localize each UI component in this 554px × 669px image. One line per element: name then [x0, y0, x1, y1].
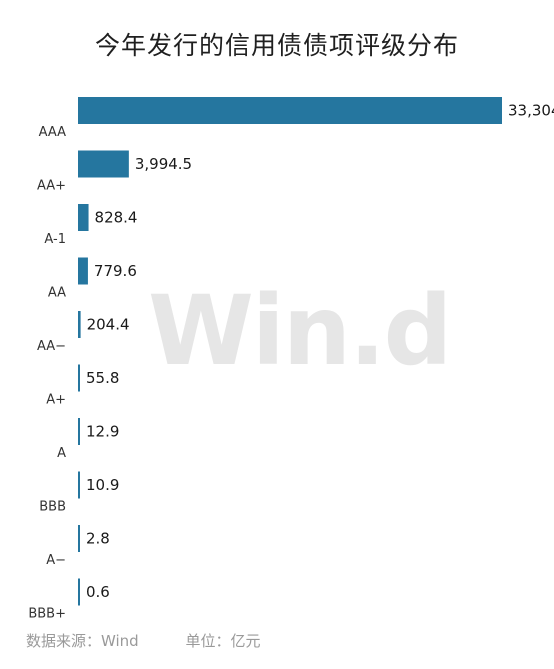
value-label-A+: 55.8	[86, 369, 119, 387]
value-label-A−: 2.8	[86, 530, 110, 548]
value-label-BBB: 10.9	[86, 476, 119, 494]
category-label-BBB: BBB	[39, 500, 66, 515]
bar-AA−	[78, 311, 81, 338]
bar-AAA	[78, 97, 502, 124]
value-label-A-1: 828.4	[95, 209, 138, 227]
bar-A-1	[78, 204, 89, 231]
bar-A+	[78, 364, 80, 392]
bar-BBB	[78, 471, 80, 499]
value-label-AAA: 33,304.0	[508, 102, 554, 120]
category-label-A-1: A-1	[44, 232, 66, 247]
value-label-A: 12.9	[86, 423, 119, 441]
category-label-A+: A+	[46, 393, 66, 408]
bar-BBB+	[78, 578, 80, 606]
value-label-BBB+: 0.6	[86, 583, 110, 601]
chart-title: 今年发行的信用债债项评级分布	[94, 31, 459, 60]
value-label-AA: 779.6	[94, 262, 137, 280]
bar-AA+	[78, 150, 129, 178]
category-label-A−: A−	[46, 553, 66, 568]
value-label-AA−: 204.4	[87, 316, 130, 334]
category-label-AAA: AAA	[39, 125, 67, 140]
bar-A	[78, 418, 80, 445]
category-label-BBB+: BBB+	[28, 607, 66, 622]
bar-AA	[78, 257, 88, 285]
category-label-AA−: AA−	[37, 339, 66, 354]
category-label-AA: AA	[48, 286, 66, 301]
category-label-A: A	[57, 446, 66, 461]
unit-note: 单位：亿元	[185, 632, 261, 650]
value-label-AA+: 3,994.5	[135, 155, 192, 173]
source-note: 数据来源：Wind	[26, 632, 139, 650]
chart-footer: 数据来源：Wind 单位：亿元	[26, 630, 303, 651]
category-label-AA+: AA+	[37, 179, 66, 194]
bar-A−	[78, 525, 80, 552]
